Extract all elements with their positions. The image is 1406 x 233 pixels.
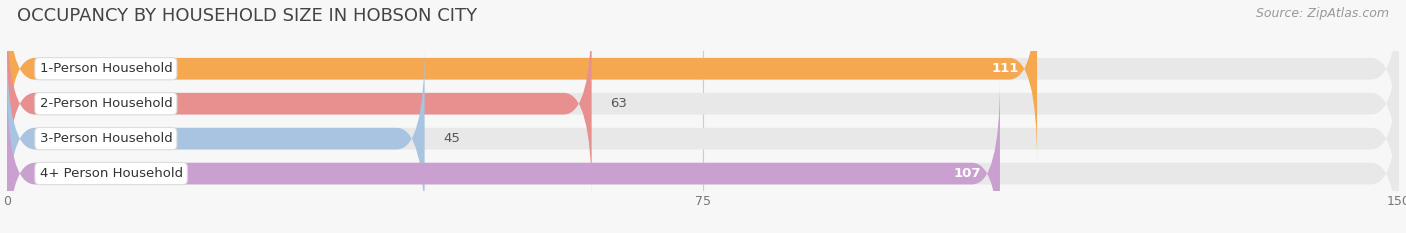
FancyBboxPatch shape [7,0,1399,163]
FancyBboxPatch shape [7,45,1399,233]
Text: 63: 63 [610,97,627,110]
FancyBboxPatch shape [7,10,592,198]
Text: OCCUPANCY BY HOUSEHOLD SIZE IN HOBSON CITY: OCCUPANCY BY HOUSEHOLD SIZE IN HOBSON CI… [17,7,477,25]
Text: 1-Person Household: 1-Person Household [39,62,173,75]
Text: 111: 111 [991,62,1018,75]
Text: 107: 107 [953,167,981,180]
FancyBboxPatch shape [7,80,1000,233]
Text: Source: ZipAtlas.com: Source: ZipAtlas.com [1256,7,1389,20]
Text: 2-Person Household: 2-Person Household [39,97,173,110]
FancyBboxPatch shape [7,80,1399,233]
FancyBboxPatch shape [7,0,1038,163]
Text: 3-Person Household: 3-Person Household [39,132,173,145]
Text: 4+ Person Household: 4+ Person Household [39,167,183,180]
FancyBboxPatch shape [7,10,1399,198]
Text: 45: 45 [443,132,460,145]
FancyBboxPatch shape [7,45,425,233]
